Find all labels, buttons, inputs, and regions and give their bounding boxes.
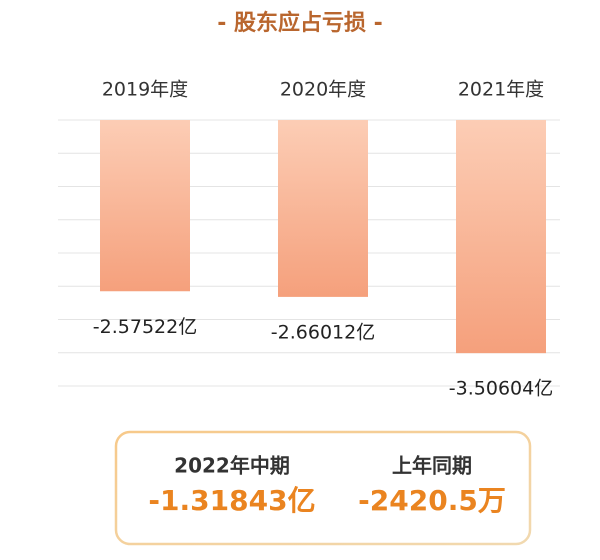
summary-label: 上年同期 (392, 454, 472, 478)
chart-title: - 股东应占亏损 - (217, 10, 383, 36)
x-tick-label: 2021年度 (458, 79, 544, 101)
summary-value: -1.31843亿 (148, 484, 315, 517)
x-tick-label: 2020年度 (280, 79, 366, 101)
value-label: -2.66012亿 (271, 321, 375, 343)
bar (100, 120, 190, 292)
x-tick-label: 2019年度 (102, 79, 188, 101)
value-label: -2.57522亿 (93, 316, 197, 338)
summary-label: 2022年中期 (174, 454, 290, 478)
value-label: -3.50604亿 (449, 378, 553, 400)
summary-value: -2420.5万 (358, 484, 506, 517)
summary-box (114, 430, 532, 546)
bar (456, 120, 546, 354)
bar (278, 120, 368, 297)
